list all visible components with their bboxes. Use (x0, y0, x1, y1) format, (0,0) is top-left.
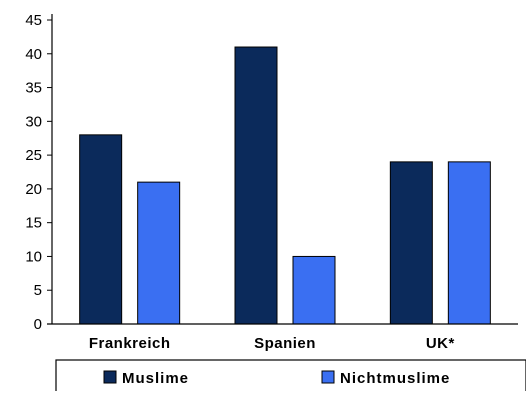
legend-swatch-nichtmuslime (321, 370, 335, 384)
y-tick-label: 0 (34, 316, 42, 333)
axes-lines (47, 14, 518, 325)
y-tick-label: 5 (34, 282, 42, 299)
bar-muslime-spanien (234, 46, 278, 325)
x-tick-label: Frankreich (89, 335, 171, 352)
x-axis: Frankreich Spanien UK* (89, 335, 455, 352)
legend-box (55, 359, 526, 395)
legend-label-muslime: Muslime (122, 370, 189, 387)
bars-group (79, 46, 491, 325)
legend-label-nichtmuslime: Nichtmuslime (340, 370, 450, 387)
y-tick-label: 40 (25, 46, 42, 63)
y-tick-label: 25 (25, 147, 42, 164)
y-tick-label: 35 (25, 80, 42, 97)
y-tick-label: 10 (25, 248, 42, 265)
x-tick-label: Spanien (254, 335, 316, 352)
legend-swatch-muslime (103, 370, 117, 384)
bar-nichtmuslime-uk (447, 161, 491, 325)
x-tick-label: UK* (426, 335, 455, 352)
y-tick-label: 45 (25, 12, 42, 29)
bar-nichtmuslime-frankreich (137, 181, 181, 325)
y-tick-label: 20 (25, 181, 42, 198)
y-tick-label: 15 (25, 215, 42, 232)
bar-muslime-uk (389, 161, 433, 325)
bar-muslime-frankreich (79, 134, 123, 325)
y-axis: 0 5 10 15 20 25 30 35 40 45 (25, 12, 52, 333)
y-tick-label: 30 (25, 113, 42, 130)
legend: Muslime Nichtmuslime (55, 359, 526, 395)
bar-nichtmuslime-spanien (292, 255, 336, 325)
